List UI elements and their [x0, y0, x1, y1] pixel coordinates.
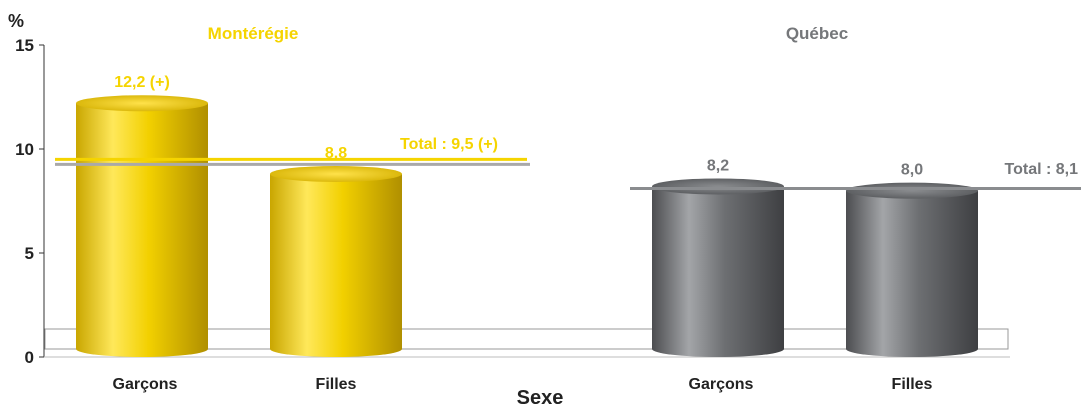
- bars: [76, 95, 978, 358]
- y-tick-label: 5: [25, 244, 34, 263]
- group-title-monteregie: Montérégie: [208, 24, 299, 43]
- category-label: Garçons: [113, 376, 178, 393]
- bar-monteregie-filles: [270, 173, 402, 357]
- total-lines: [55, 157, 1081, 191]
- bar-quebec-filles: [846, 190, 978, 357]
- group-title-quebec: Québec: [786, 24, 848, 43]
- data-labels: 12,2 (+) 8,8 Total : 9,5 (+) 8,2 8,0 Total : …: [114, 74, 1078, 178]
- bar-top: [846, 182, 978, 199]
- bar-top: [652, 178, 784, 195]
- total-label: Total : 8,1: [1005, 161, 1079, 178]
- y-tick-label: 0: [25, 348, 34, 367]
- category-label: Garçons: [689, 376, 754, 393]
- y-tick-label: 15: [15, 36, 34, 55]
- bar-top: [270, 165, 402, 182]
- bar-monteregie-garcons: [76, 103, 208, 358]
- value-label: 8,2: [707, 157, 729, 174]
- category-labels: Garçons Filles Garçons Filles: [113, 376, 933, 393]
- value-label: 8,0: [901, 162, 923, 179]
- category-label: Filles: [316, 376, 357, 393]
- category-label: Filles: [892, 376, 933, 393]
- value-label: 8,8: [325, 145, 347, 162]
- y-tick-label: 10: [15, 140, 34, 159]
- total-label: Total : 9,5 (+): [400, 136, 498, 153]
- bar-quebec-garcons: [652, 186, 784, 357]
- y-ticks: 0 5 10 15: [15, 36, 44, 367]
- x-axis-label: Sexe: [517, 387, 564, 408]
- value-label: 12,2 (+): [114, 74, 170, 91]
- bar-top: [76, 95, 208, 112]
- y-axis-label: %: [8, 11, 24, 31]
- chart-floor: [44, 328, 1009, 350]
